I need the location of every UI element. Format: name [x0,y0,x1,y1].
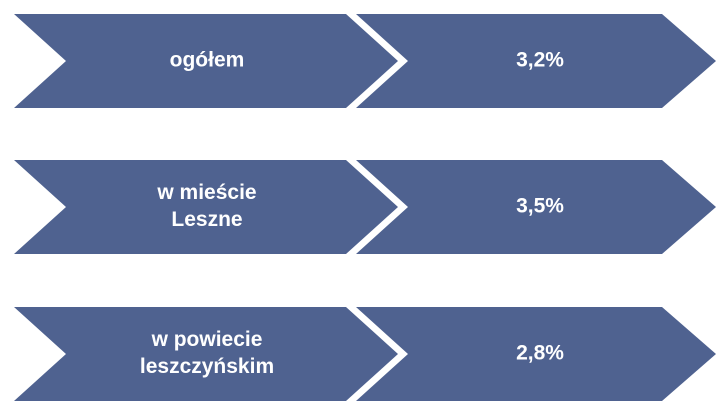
value-chevron [356,14,716,108]
row-value: 3,5% [516,195,564,218]
label-chevron [14,307,398,401]
row-label: w mieście [156,181,256,204]
value-chevron [356,307,716,401]
row-label: ogółem [170,49,245,72]
label-chevron [14,160,398,254]
row-value: 2,8% [516,342,564,365]
row-label: Leszne [171,208,242,231]
row-label: w powiecie [151,328,263,351]
label-chevron [14,14,398,108]
row-label: leszczyńskim [140,355,274,378]
value-chevron [356,160,716,254]
row-value: 3,2% [516,49,564,72]
